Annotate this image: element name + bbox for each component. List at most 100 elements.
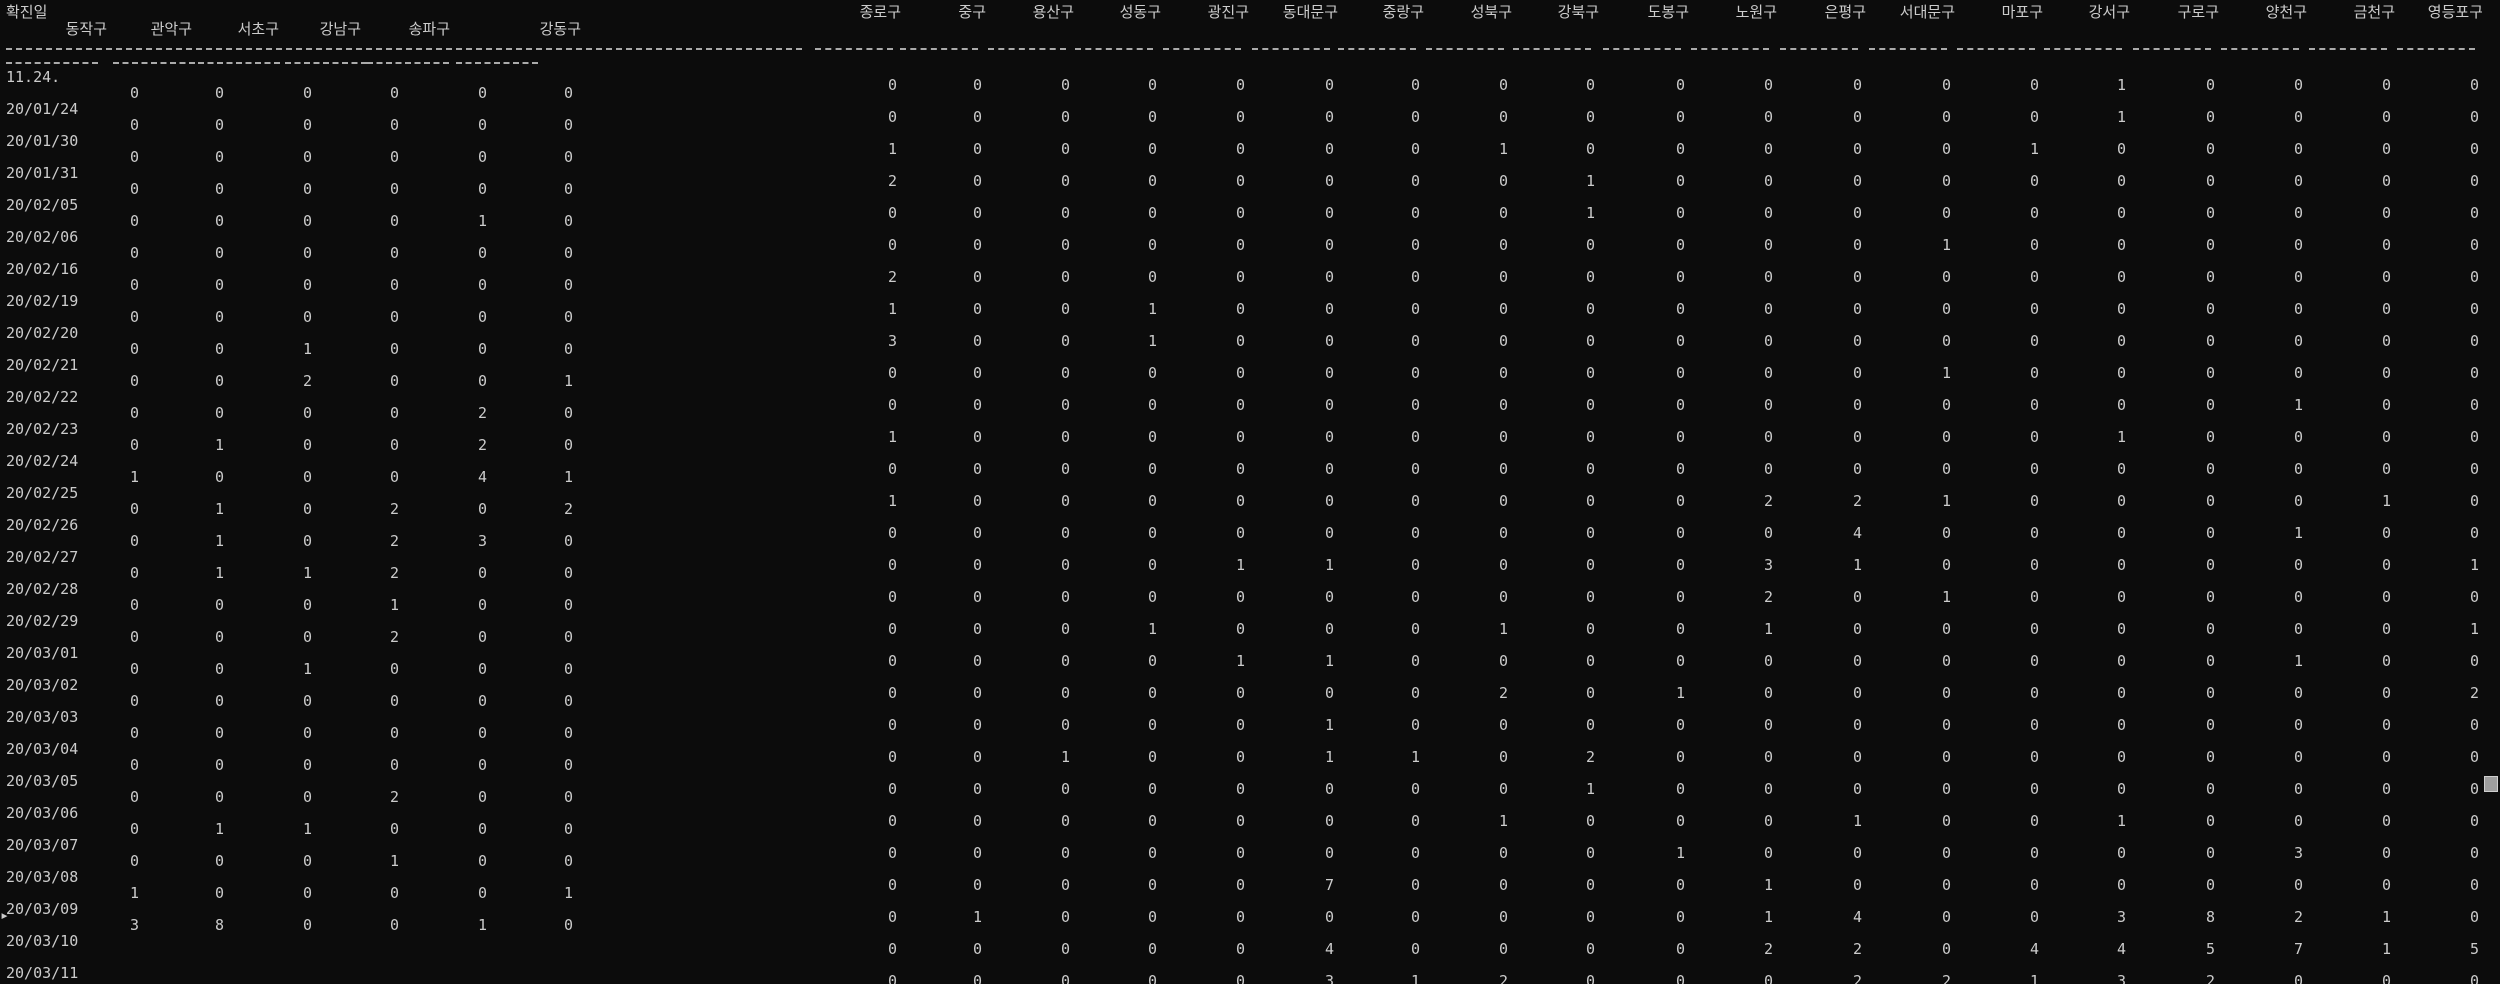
table-cell: 0 — [1060, 876, 1070, 894]
table-cell: 0 — [389, 276, 399, 294]
table-cell: 0 — [1410, 588, 1420, 606]
table-cell: 2 — [1852, 972, 1862, 984]
table-cell: 0 — [2205, 588, 2215, 606]
table-cell: 0 — [1763, 172, 1773, 190]
table-cell: 0 — [1060, 172, 1070, 190]
header-right-district: 금천구 — [2353, 3, 2395, 21]
table-cell: 0 — [1585, 556, 1595, 574]
table-cell: 0 — [1852, 204, 1862, 222]
table-cell: 0 — [1941, 140, 1951, 158]
table-cell: 0 — [1324, 908, 1334, 926]
table-cell: 0 — [214, 724, 224, 742]
table-cell: 0 — [1410, 364, 1420, 382]
table-cell: 0 — [129, 852, 139, 870]
table-cell: 0 — [129, 372, 139, 390]
table-cell: 0 — [2293, 780, 2303, 798]
table-cell: 0 — [1675, 780, 1685, 798]
table-cell: 0 — [887, 108, 897, 126]
table-cell: 0 — [1763, 812, 1773, 830]
table-cell: 0 — [2029, 236, 2039, 254]
table-cell: 0 — [302, 852, 312, 870]
table-cell: 1 — [302, 660, 312, 678]
header-right-district: 광진구 — [1207, 3, 1249, 21]
row-date: 20/02/27 — [6, 548, 79, 566]
table-cell: 0 — [214, 276, 224, 294]
table-cell: 0 — [1324, 268, 1334, 286]
table-cell: 0 — [2029, 108, 2039, 126]
table-cell: 0 — [1060, 972, 1070, 984]
table-cell: 0 — [1763, 396, 1773, 414]
table-cell: 0 — [563, 276, 573, 294]
table-cell: 1 — [1498, 140, 1508, 158]
table-cell: 0 — [887, 524, 897, 542]
table-cell: 1 — [887, 140, 897, 158]
table-cell: 0 — [563, 692, 573, 710]
table-cell: 0 — [1852, 300, 1862, 318]
table-cell: 0 — [2293, 460, 2303, 478]
table-cell: 0 — [389, 212, 399, 230]
table-cell: 0 — [1498, 652, 1508, 670]
table-cell: 0 — [2205, 140, 2215, 158]
table-cell: 0 — [2205, 396, 2215, 414]
table-cell: 1 — [2116, 812, 2126, 830]
vertical-scrollbar[interactable] — [2482, 0, 2500, 984]
table-cell: 0 — [129, 788, 139, 806]
table-cell: 0 — [887, 684, 897, 702]
table-cell: 0 — [389, 404, 399, 422]
table-cell: 0 — [1410, 140, 1420, 158]
row-date: 20/02/06 — [6, 228, 79, 246]
table-cell: 0 — [1585, 940, 1595, 958]
table-cell: 0 — [1147, 716, 1157, 734]
header-right-district: 구로구 — [2177, 3, 2219, 21]
table-cell: 0 — [2116, 204, 2126, 222]
table-cell: 0 — [2116, 236, 2126, 254]
header-left-district: 서초구 — [237, 20, 279, 38]
table-cell: 0 — [1763, 748, 1773, 766]
table-cell: 0 — [1675, 492, 1685, 510]
table-cell: 0 — [1941, 460, 1951, 478]
table-cell: 0 — [389, 84, 399, 102]
table-cell: 0 — [972, 76, 982, 94]
table-cell: 1 — [1941, 492, 1951, 510]
table-cell: 0 — [972, 172, 982, 190]
table-cell: 0 — [1675, 620, 1685, 638]
table-cell: 0 — [2205, 876, 2215, 894]
header-right-district: 동대문구 — [1282, 3, 1338, 21]
table-cell: 0 — [1060, 684, 1070, 702]
table-cell: 0 — [887, 620, 897, 638]
row-date: 20/02/05 — [6, 196, 79, 214]
table-cell: 0 — [972, 332, 982, 350]
table-cell: 0 — [1235, 268, 1245, 286]
table-cell: 0 — [1675, 364, 1685, 382]
table-cell: 0 — [563, 852, 573, 870]
table-cell: 0 — [302, 628, 312, 646]
table-cell: 1 — [1324, 556, 1334, 574]
table-cell: 0 — [2293, 268, 2303, 286]
table-cell: 0 — [477, 692, 487, 710]
table-cell: 4 — [2116, 940, 2126, 958]
table-cell: 0 — [1675, 876, 1685, 894]
table-cell: 0 — [2205, 812, 2215, 830]
table-cell: 0 — [1235, 716, 1245, 734]
table-cell: 0 — [1324, 396, 1334, 414]
table-cell: 0 — [2381, 748, 2391, 766]
table-cell: 0 — [2381, 556, 2391, 574]
table-cell: 0 — [563, 148, 573, 166]
table-cell: 0 — [1763, 332, 1773, 350]
header-right-district: 강서구 — [2088, 3, 2130, 21]
table-cell: 0 — [1941, 396, 1951, 414]
table-cell: 0 — [1941, 620, 1951, 638]
table-cell: 0 — [1060, 300, 1070, 318]
table-cell: 0 — [2293, 300, 2303, 318]
table-cell: 1 — [1763, 620, 1773, 638]
table-cell: 0 — [972, 428, 982, 446]
table-cell: 0 — [1235, 780, 1245, 798]
scrollbar-thumb[interactable] — [2484, 776, 2498, 792]
table-cell: 0 — [1235, 844, 1245, 862]
table-cell: 0 — [2116, 364, 2126, 382]
table-cell: 0 — [1498, 460, 1508, 478]
table-cell: 0 — [2381, 652, 2391, 670]
table-cell: 0 — [1060, 364, 1070, 382]
table-cell: 0 — [563, 404, 573, 422]
